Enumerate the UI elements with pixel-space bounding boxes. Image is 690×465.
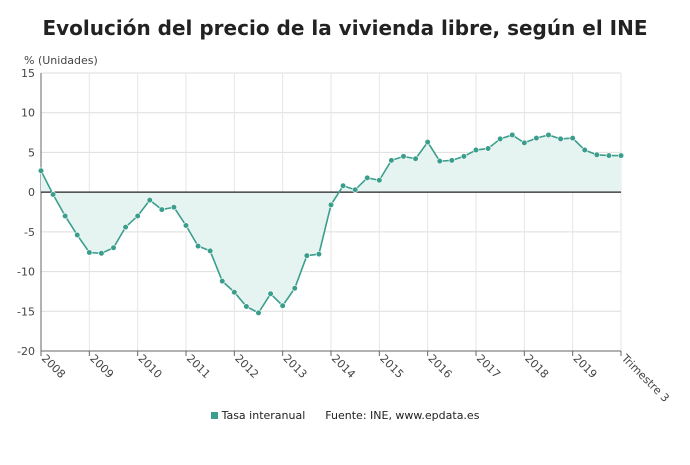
x-tick-label: 2014 (329, 352, 358, 381)
data-point (98, 250, 105, 257)
x-tick-label: 2015 (377, 352, 406, 381)
x-tick-label: 2013 (281, 352, 310, 381)
data-point (49, 191, 57, 198)
data-point (497, 135, 504, 143)
data-point (364, 174, 371, 181)
data-point (62, 212, 69, 220)
data-point (581, 146, 588, 154)
data-point (267, 290, 274, 297)
data-point (291, 285, 298, 292)
data-point (327, 201, 335, 208)
x-tick-label: 2011 (184, 352, 213, 381)
data-point (593, 151, 600, 158)
data-point (448, 157, 455, 164)
source-text: Fuente: INE, www.epdata.es (325, 409, 480, 422)
data-point (569, 135, 576, 142)
legend-swatch (210, 412, 218, 419)
data-point (472, 146, 480, 154)
data-point (158, 206, 165, 213)
data-point (617, 152, 625, 159)
y-tick-label: 10 (21, 107, 35, 120)
data-point (255, 309, 262, 316)
data-point (460, 153, 468, 160)
y-tick-label: 0 (28, 186, 35, 199)
data-point (231, 289, 238, 296)
data-point (207, 247, 214, 255)
data-point (170, 204, 178, 211)
data-point (376, 177, 383, 184)
x-tick-label: 2008 (39, 352, 68, 381)
chart-title: Evolución del precio de la vivienda libr… (42, 16, 648, 40)
y-tick-label: -15 (17, 305, 35, 318)
data-point (110, 244, 117, 251)
data-point (605, 152, 613, 159)
chart-footer: Tasa interanual Fuente: INE, www.epdata.e… (0, 409, 690, 422)
data-point (219, 278, 226, 285)
x-tick-label: 2010 (136, 352, 165, 381)
data-point (37, 167, 45, 174)
data-point (86, 249, 93, 256)
legend-item[interactable]: Tasa interanual (210, 409, 306, 422)
legend-label: Tasa interanual (221, 409, 306, 422)
data-point (436, 158, 443, 165)
data-point (557, 135, 564, 143)
data-point (303, 252, 310, 259)
x-tick-label: 2019 (571, 352, 600, 381)
data-point (122, 223, 129, 231)
y-axis-label: % (Unidades) (24, 54, 98, 67)
data-point (146, 196, 153, 204)
x-tick-label: 2018 (522, 352, 551, 381)
data-point (484, 145, 492, 152)
data-point (400, 153, 407, 160)
x-tick-label: 2009 (87, 352, 116, 381)
data-point (412, 155, 419, 162)
x-tick-label: 2012 (232, 352, 261, 381)
y-tick-label: -20 (17, 345, 35, 358)
y-tick-label: -10 (17, 266, 35, 279)
data-point (352, 186, 359, 193)
data-point (315, 250, 323, 258)
y-tick-label: 5 (28, 146, 35, 159)
data-point (194, 243, 202, 250)
data-point (279, 302, 286, 309)
data-point (521, 139, 528, 146)
x-tick-label: Trimestre 3 (618, 351, 672, 405)
x-tick-label: 2016 (426, 352, 455, 381)
data-point (545, 131, 552, 139)
data-point (339, 182, 347, 189)
data-point (243, 303, 250, 310)
data-point (424, 139, 431, 146)
y-tick-label: -5 (24, 226, 35, 239)
data-point (134, 212, 141, 220)
data-point (388, 157, 395, 164)
y-tick-label: 15 (21, 67, 35, 80)
data-point (533, 135, 540, 142)
data-point (509, 131, 516, 139)
data-point (74, 231, 81, 239)
x-tick-label: 2017 (474, 352, 503, 381)
data-point (182, 222, 190, 229)
series-area (41, 134, 621, 313)
